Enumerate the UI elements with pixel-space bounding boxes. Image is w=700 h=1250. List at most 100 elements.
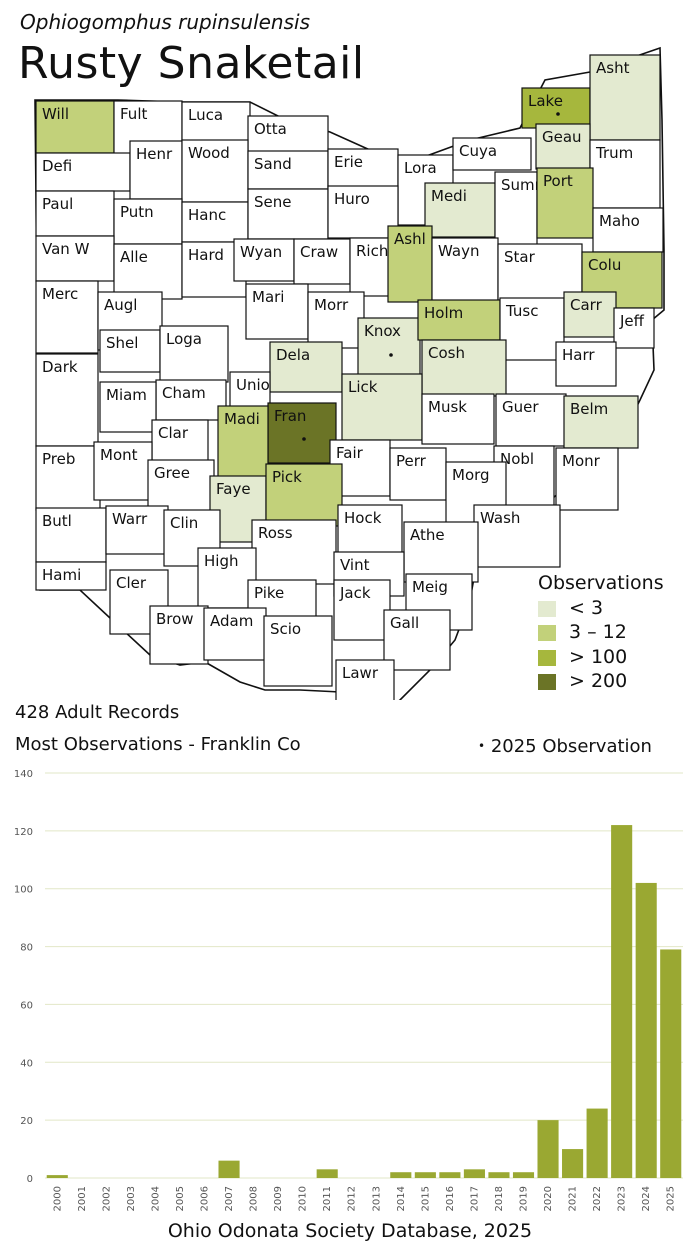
- county-erie: Erie: [327, 148, 399, 188]
- county-ashl: Ashl: [387, 225, 433, 303]
- county-asht: Asht: [589, 54, 661, 141]
- county-label: Mont: [100, 446, 138, 464]
- county-label: Harr: [562, 346, 595, 364]
- county-otta: Otta: [247, 115, 329, 157]
- county-label: Lake: [528, 92, 563, 110]
- county-label: High: [204, 552, 238, 570]
- county-label: Wayn: [438, 242, 479, 260]
- county-label: Meig: [412, 578, 448, 596]
- y-tick-label: 20: [20, 1116, 33, 1127]
- county-wayn: Wayn: [431, 237, 499, 302]
- county-label: Dela: [276, 346, 310, 364]
- y-tick-label: 120: [14, 827, 33, 838]
- county-musk: Musk: [421, 393, 495, 445]
- county-label: Miam: [106, 386, 147, 404]
- county-label: Butl: [42, 512, 72, 530]
- y-tick-label: 60: [20, 1000, 33, 1011]
- observation-2025-dot: [389, 353, 393, 357]
- scientific-name: Ophiogomphus rupinsulensis: [20, 10, 310, 34]
- x-tick-label: 2004: [150, 1186, 161, 1211]
- observation-2025-dot: [556, 112, 560, 116]
- county-label: Tusc: [505, 302, 538, 320]
- county-label: Wyan: [240, 243, 282, 261]
- county-guer: Guer: [495, 393, 567, 447]
- county-label: Dark: [42, 358, 78, 376]
- bar-2018: [488, 1172, 510, 1178]
- county-merc: Merc: [35, 280, 99, 354]
- county-cuya: Cuya: [452, 137, 532, 171]
- x-tick-label: 2014: [396, 1186, 407, 1211]
- x-tick-label: 2002: [101, 1186, 112, 1211]
- county-putn: Putn: [113, 198, 183, 245]
- county-scio: Scio: [263, 615, 333, 687]
- observation-2025-key: • 2025 Observation: [478, 736, 652, 757]
- county-label: Clin: [170, 514, 198, 532]
- y-tick-label: 0: [27, 1174, 33, 1185]
- county-label: Craw: [300, 243, 338, 261]
- county-clar: Clar: [151, 419, 209, 465]
- county-label: Monr: [562, 452, 601, 470]
- county-label: Faye: [216, 480, 251, 498]
- x-tick-label: 2013: [371, 1186, 382, 1211]
- county-label: Shel: [106, 334, 138, 352]
- county-label: Alle: [120, 248, 148, 266]
- records-count: 428 Adult Records: [15, 702, 180, 723]
- county-label: Rich: [356, 242, 388, 260]
- bar-2020: [537, 1120, 559, 1178]
- legend-swatch: [538, 625, 556, 641]
- bar-2021: [562, 1149, 584, 1178]
- county-label: Brow: [156, 610, 194, 628]
- county-label: Ashl: [394, 230, 426, 248]
- bar-2022: [586, 1108, 608, 1178]
- county-lawr: Lawr: [335, 659, 395, 700]
- county-label: Fair: [336, 444, 364, 462]
- county-label: Augl: [104, 296, 137, 314]
- bar-2000: [46, 1175, 68, 1178]
- bar-2019: [512, 1172, 535, 1178]
- x-tick-label: 2010: [298, 1186, 309, 1211]
- bar-2024: [635, 882, 657, 1178]
- county-belm: Belm: [563, 395, 639, 449]
- county-brow: Brow: [149, 605, 209, 665]
- county-label: Cosh: [428, 344, 465, 362]
- observation-dot-icon: •: [478, 739, 486, 753]
- most-observations: Most Observations - Franklin Co: [15, 734, 301, 755]
- county-medi: Medi: [424, 182, 496, 238]
- bar-2011: [316, 1169, 338, 1178]
- county-label: Fran: [274, 407, 306, 425]
- x-tick-label: 2015: [420, 1186, 431, 1211]
- county-dela: Dela: [269, 341, 343, 393]
- county-label: Morg: [452, 466, 490, 484]
- x-tick-label: 2024: [641, 1186, 652, 1211]
- county-jack: Jack: [333, 579, 391, 641]
- legend-swatch: [538, 601, 556, 617]
- county-label: Holm: [424, 304, 463, 322]
- x-tick-label: 2008: [249, 1186, 260, 1211]
- county-label: Merc: [42, 285, 78, 303]
- county-lake: Lake: [521, 87, 591, 129]
- bar-2007: [218, 1160, 240, 1178]
- county-wood: Wood: [181, 139, 249, 203]
- county-label: Hanc: [188, 206, 226, 224]
- county-label: Guer: [502, 398, 539, 416]
- county-label: Warr: [112, 510, 148, 528]
- x-tick-label: 2006: [200, 1186, 211, 1211]
- x-tick-label: 2016: [445, 1186, 456, 1211]
- county-label: Huro: [334, 190, 370, 208]
- x-tick-label: 2025: [666, 1186, 677, 1211]
- county-wyan: Wyan: [233, 238, 295, 282]
- county-mari: Mari: [245, 283, 309, 340]
- county-defi: Defi: [35, 152, 131, 192]
- county-sand: Sand: [247, 150, 329, 190]
- county-label: Medi: [431, 187, 467, 205]
- x-tick-label: 2003: [126, 1186, 137, 1211]
- county-label: Musk: [428, 398, 467, 416]
- x-tick-label: 2022: [592, 1186, 603, 1211]
- x-tick-label: 2018: [494, 1186, 505, 1211]
- county-hock: Hock: [337, 504, 403, 560]
- county-madi: Madi: [217, 405, 269, 479]
- common-name-title: Rusty Snaketail: [18, 38, 365, 89]
- county-label: Colu: [588, 256, 621, 274]
- county-sene: Sene: [247, 188, 329, 240]
- county-label: Preb: [42, 450, 75, 468]
